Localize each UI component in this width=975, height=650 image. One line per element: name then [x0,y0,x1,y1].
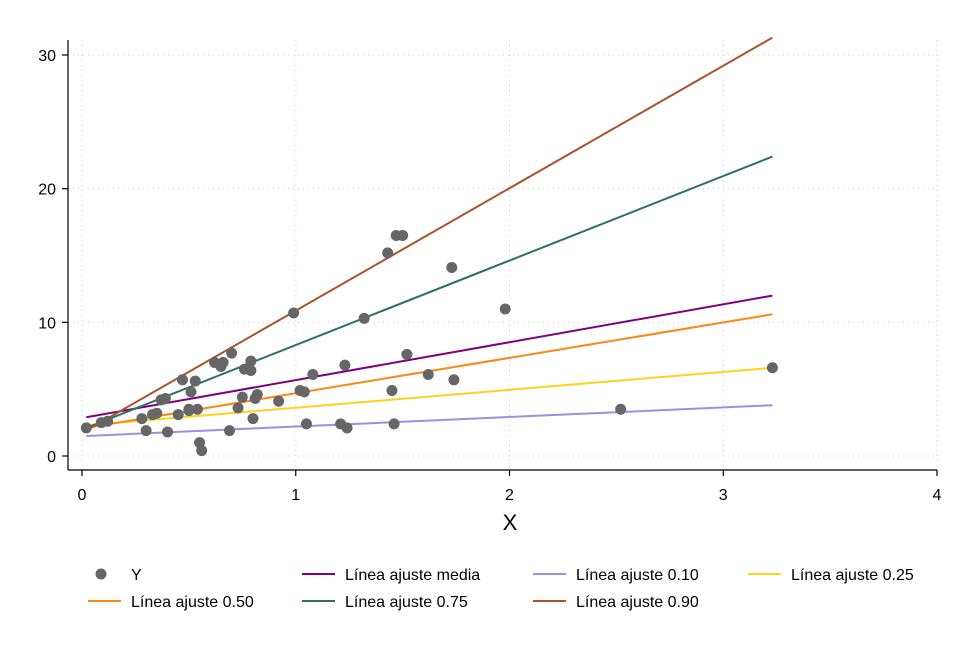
y-tick-label: 10 [38,315,56,332]
scatter-point [615,403,627,415]
legend-item: Y [95,567,142,584]
legend-label: Y [131,567,142,584]
scatter-point [766,362,778,374]
legend-label: Línea ajuste 0.90 [576,594,699,611]
scatter-point [236,391,248,403]
scatter-point [422,368,434,380]
scatter-point [386,385,398,397]
scatter-point [183,405,195,417]
legend-item: Línea ajuste 0.90 [533,594,699,611]
scatter-point [358,312,370,324]
legend-item: Línea ajuste 0.75 [302,594,468,611]
fit-line-l-nea-ajuste-media [86,294,773,419]
legend-label: Línea ajuste 0.50 [131,594,254,611]
scatter-point [217,356,229,368]
legend-label: Línea ajuste 0.25 [791,567,914,584]
scatter-point [300,418,312,430]
scatter-point [176,374,188,386]
x-tick-label: 3 [719,487,728,504]
fit-line-l-nea-ajuste-0-10 [86,404,773,437]
scatter-point [102,415,114,427]
scatter-point [251,389,263,401]
scatter-point [298,386,310,398]
scatter-point [226,347,238,359]
scatter-point [339,359,351,371]
ticks: 0 1 2 3 4 0 10 20 30 [38,48,941,504]
legend-label: Línea ajuste media [345,567,480,584]
scatter-point [446,262,458,274]
y-tick-label: 20 [38,182,56,199]
scatter-point [448,374,460,386]
x-axis-title: X [503,510,518,535]
x-tick-label: 0 [78,487,87,504]
scatter-point [196,445,208,457]
legend-item: Línea ajuste 0.10 [533,567,699,584]
x-tick-label: 4 [933,487,942,504]
legend-label: Línea ajuste 0.10 [576,567,699,584]
scatter-point [247,413,259,425]
scatter-point [341,422,353,434]
scatter-point [245,355,257,367]
legend-item: Línea ajuste 0.25 [748,567,914,584]
scatter-point [397,229,409,241]
scatter-point [245,364,257,376]
scatter-points [80,229,778,457]
scatter-point [191,403,203,415]
x-tick-label: 1 [291,487,300,504]
scatter-point [382,247,394,259]
fit-line-l-nea-ajuste-0-75 [85,155,773,429]
scatter-point [499,303,511,315]
scatter-point [401,348,413,360]
y-tick-label: 0 [47,449,56,466]
scatter-point [307,368,319,380]
fit-line-l-nea-ajuste-0-90 [85,36,773,432]
y-tick-label: 30 [38,48,56,65]
scatter-point [185,386,197,398]
scatter-point [232,402,244,414]
scatter-point [151,407,163,419]
fit-line-l-nea-ajuste-0-25 [86,366,773,427]
scatter-point [273,395,285,407]
scatter-point [136,413,148,425]
scatter-point [223,425,235,437]
legend-item: Línea ajuste media [302,567,480,584]
scatter-point [162,426,173,438]
scatter-point [388,418,400,430]
x-tick-label: 2 [505,487,514,504]
grid [68,40,938,470]
axes [67,40,937,471]
scatter-point [80,422,92,434]
scatter-point [189,375,201,387]
legend-item: Línea ajuste 0.50 [88,594,254,611]
scatter-point [288,307,300,319]
scatter-point [172,409,184,421]
scatter-point [140,425,152,437]
scatter-point [159,393,171,405]
legend: Y Línea ajuste media Línea ajuste 0.10 Líne… [88,567,914,611]
legend-swatch-marker [95,568,107,580]
legend-label: Línea ajuste 0.75 [345,594,468,611]
